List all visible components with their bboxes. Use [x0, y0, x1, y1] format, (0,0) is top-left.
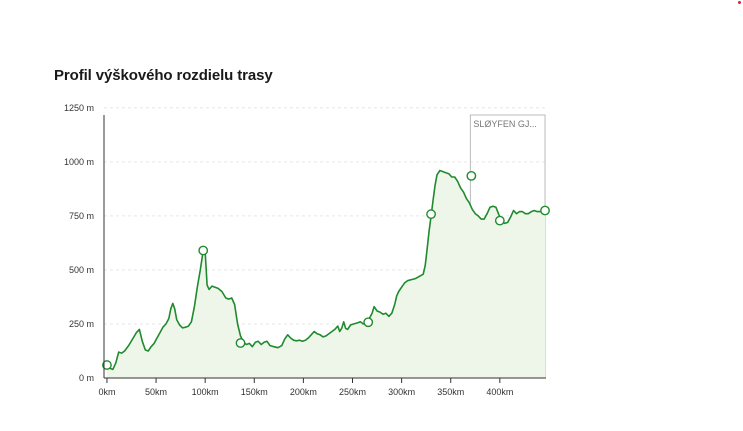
x-tick-label: 0km	[98, 387, 115, 397]
y-tick-label: 250 m	[69, 319, 94, 329]
waypoint-marker	[426, 209, 436, 220]
elevation-area	[106, 170, 546, 378]
waypoint-marker	[466, 170, 477, 181]
waypoint-marker	[494, 215, 505, 226]
notification-dot	[738, 1, 741, 4]
waypoint-marker	[540, 205, 550, 216]
x-tick-label: 100km	[192, 387, 219, 397]
series-layer	[102, 169, 550, 378]
axis-layer: 0 m 250 m 500 m 750 m 1000 m 1250 m 0km 50km 100…	[64, 103, 546, 397]
elevation-line	[106, 169, 545, 371]
x-tick-label: 350km	[437, 387, 464, 397]
x-tick-label: 250km	[339, 387, 366, 397]
x-tick-label: 200km	[290, 387, 317, 397]
y-tick-label: 500 m	[69, 265, 94, 275]
y-tick-label: 1250 m	[64, 103, 94, 113]
waypoint-marker	[235, 338, 246, 348]
chart-title: Profil výškového rozdielu trasy	[54, 67, 273, 84]
x-tick-label: 150km	[241, 387, 268, 397]
x-tick-label: 300km	[388, 387, 415, 397]
waypoint-marker	[102, 360, 112, 370]
x-tick-label: 50km	[145, 387, 167, 397]
y-tick-label: 1000 m	[64, 157, 94, 167]
y-tick-label: 0 m	[79, 373, 94, 383]
waypoint-marker	[198, 245, 209, 256]
x-tick-label: 400km	[486, 387, 513, 397]
y-tick-label: 750 m	[69, 211, 94, 221]
waypoint-marker	[363, 317, 374, 328]
highlight-band-label: SLØYFEN GJ...	[473, 119, 537, 129]
